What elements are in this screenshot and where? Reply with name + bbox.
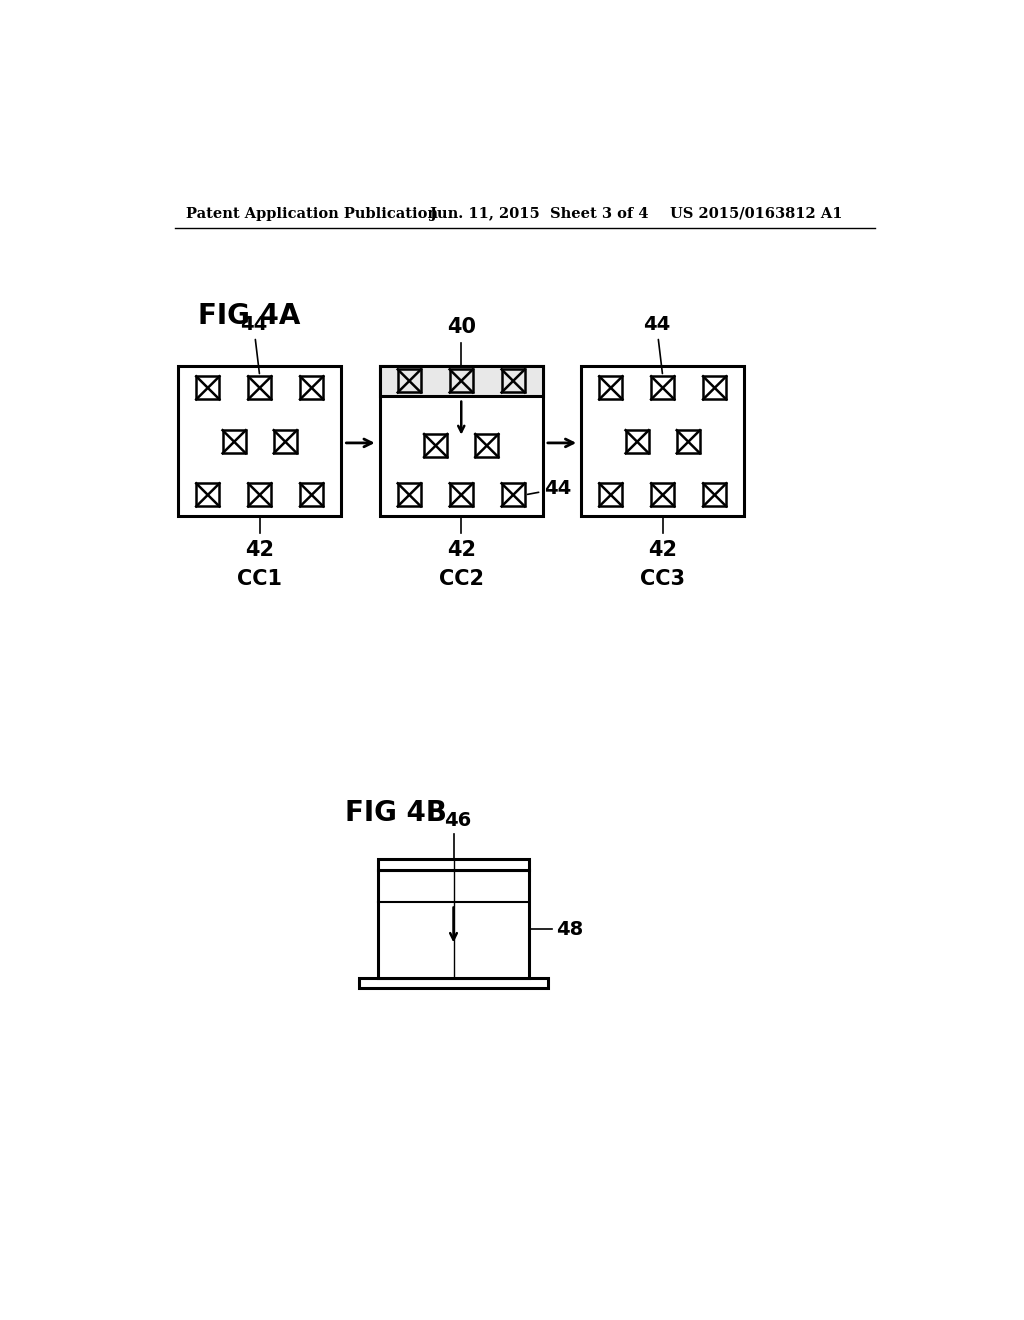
Bar	[397, 483, 421, 507]
Text: CC3: CC3	[640, 569, 685, 589]
Bar	[222, 430, 246, 453]
Bar	[475, 434, 499, 457]
Bar	[582, 367, 744, 516]
Text: CC1: CC1	[238, 569, 283, 589]
Bar	[197, 376, 219, 400]
Bar	[300, 376, 324, 400]
Text: 44: 44	[643, 315, 670, 374]
Text: 42: 42	[648, 540, 677, 560]
Bar	[502, 483, 524, 507]
Text: 48: 48	[556, 920, 584, 939]
Bar	[703, 376, 726, 400]
Bar	[248, 483, 271, 507]
Bar	[599, 483, 623, 507]
Text: 42: 42	[246, 540, 274, 560]
Text: 46: 46	[443, 810, 471, 830]
Bar	[677, 430, 700, 453]
Text: Patent Application Publication: Patent Application Publication	[186, 207, 438, 220]
Text: FIG 4A: FIG 4A	[198, 302, 300, 330]
Text: FIG 4B: FIG 4B	[345, 799, 447, 826]
Text: CC2: CC2	[438, 569, 483, 589]
Bar	[502, 370, 524, 392]
Bar	[178, 367, 341, 516]
Text: 40: 40	[446, 317, 476, 337]
Bar	[626, 430, 649, 453]
Text: US 2015/0163812 A1: US 2015/0163812 A1	[671, 207, 843, 220]
Bar	[599, 376, 623, 400]
Bar	[380, 367, 543, 516]
Bar	[651, 376, 675, 400]
Bar	[358, 978, 549, 989]
Bar	[300, 483, 324, 507]
Bar	[197, 483, 219, 507]
Bar	[450, 370, 473, 392]
Bar	[273, 430, 297, 453]
Bar	[450, 483, 473, 507]
Bar	[397, 370, 421, 392]
Bar	[703, 483, 726, 507]
Bar	[378, 870, 529, 978]
Text: 42: 42	[446, 540, 476, 560]
Text: 44: 44	[240, 315, 267, 374]
Bar	[378, 859, 529, 870]
Bar	[424, 434, 447, 457]
Bar	[248, 376, 271, 400]
Text: 44: 44	[527, 479, 571, 498]
Text: Jun. 11, 2015  Sheet 3 of 4: Jun. 11, 2015 Sheet 3 of 4	[430, 207, 649, 220]
Bar	[380, 367, 543, 396]
Bar	[651, 483, 675, 507]
